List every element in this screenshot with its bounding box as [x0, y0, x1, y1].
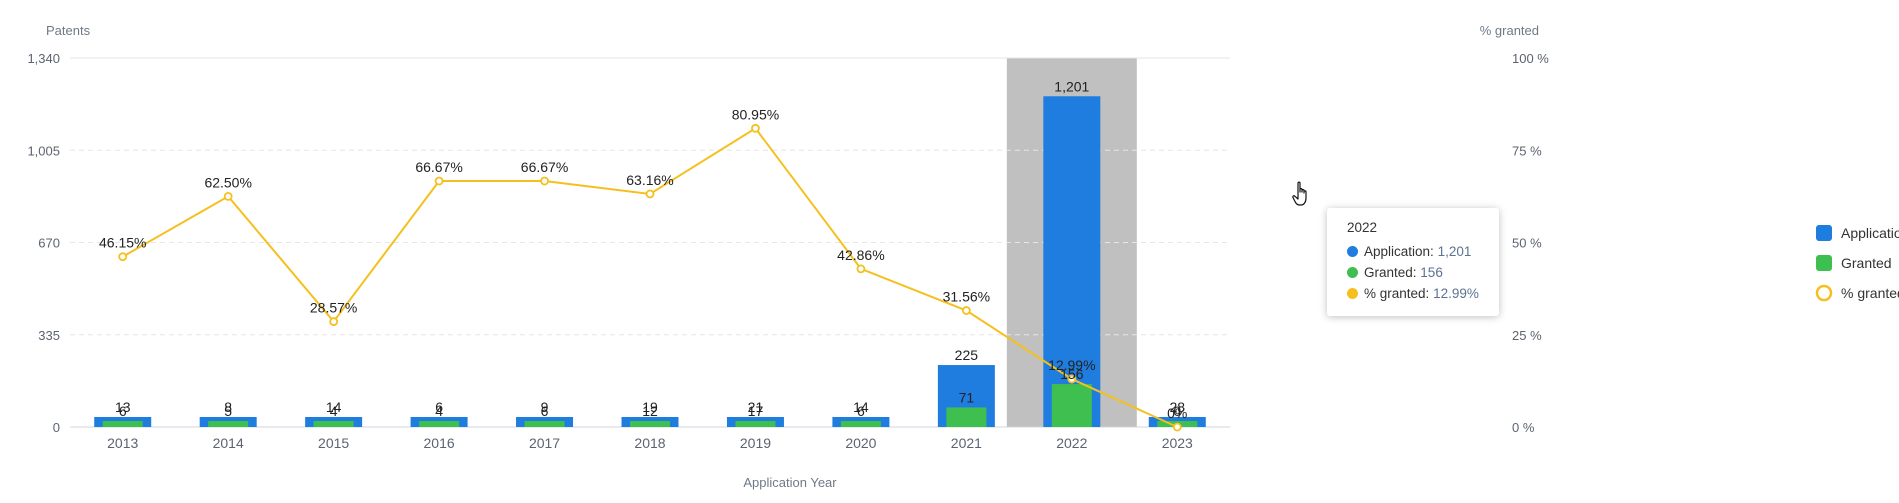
tooltip-title: 2022 — [1347, 220, 1479, 235]
tooltip-row-percent: % granted: 12.99% — [1347, 283, 1479, 304]
data-label-granted: 71 — [959, 389, 975, 405]
y-right-tick-label: 100 % — [1512, 51, 1549, 66]
y-left-tick-label: 1,005 — [27, 143, 60, 158]
data-label-application: 225 — [955, 347, 979, 363]
data-label-percent-granted: 0% — [1167, 405, 1187, 421]
data-label-percent-granted: 28.57% — [310, 300, 357, 316]
y-right-tick-label: 75 % — [1512, 143, 1542, 158]
y-right-axis-title: % granted — [1480, 23, 1539, 38]
point-percent-granted — [647, 190, 654, 197]
data-label-percent-granted: 80.95% — [732, 106, 779, 122]
data-label-percent-granted: 66.67% — [415, 159, 462, 175]
x-tick-label: 2021 — [951, 435, 982, 451]
bar-granted — [735, 421, 775, 427]
point-percent-granted — [225, 193, 232, 200]
bar-granted — [841, 421, 881, 427]
legend-label: Application — [1841, 225, 1899, 241]
y-left-tick-label: 0 — [53, 420, 60, 435]
bar-granted — [630, 421, 670, 427]
data-label-percent-granted: 63.16% — [626, 172, 673, 188]
point-percent-granted — [119, 253, 126, 260]
legend-label: Granted — [1841, 255, 1892, 271]
bar-granted — [103, 421, 143, 427]
data-label-granted: 6 — [857, 403, 865, 419]
bar-granted — [314, 421, 354, 427]
legend-swatch — [1816, 255, 1832, 271]
x-tick-label: 2018 — [634, 435, 665, 451]
y-left-tick-label: 1,340 — [27, 51, 60, 66]
tooltip-dot-percent — [1347, 288, 1358, 299]
data-label-percent-granted: 12.99% — [1048, 357, 1095, 373]
y-left-tick-label: 335 — [38, 328, 60, 343]
x-tick-label: 2016 — [424, 435, 455, 451]
x-tick-label: 2015 — [318, 435, 349, 451]
x-axis-title: Application Year — [743, 475, 837, 490]
data-label-granted: 4 — [330, 403, 338, 419]
bar-granted — [525, 421, 565, 427]
x-tick-label: 2020 — [845, 435, 876, 451]
point-percent-granted — [1174, 424, 1181, 431]
point-percent-granted — [963, 307, 970, 314]
data-label-percent-granted: 66.67% — [521, 159, 568, 175]
y-right-tick-label: 25 % — [1512, 328, 1542, 343]
y-right-tick-label: 50 % — [1512, 236, 1542, 251]
combo-chart: 13814691921142251,2012865446121767115604… — [0, 0, 1899, 503]
x-tick-label: 2023 — [1162, 435, 1193, 451]
tooltip-row-application: Application: 1,201 — [1347, 241, 1479, 262]
bar-granted — [208, 421, 248, 427]
legend-swatch — [1816, 225, 1832, 241]
data-label-percent-granted: 62.50% — [204, 174, 251, 190]
data-label-percent-granted: 42.86% — [837, 247, 884, 263]
data-label-percent-granted: 46.15% — [99, 235, 146, 251]
x-tick-label: 2013 — [107, 435, 138, 451]
tooltip-row-granted: Granted: 156 — [1347, 262, 1479, 283]
data-label-percent-granted: 31.56% — [943, 289, 990, 305]
data-label-application: 1,201 — [1054, 78, 1089, 94]
data-label-granted: 6 — [541, 403, 549, 419]
point-percent-granted — [752, 125, 759, 132]
x-tick-label: 2022 — [1056, 435, 1087, 451]
point-percent-granted — [330, 318, 337, 325]
bar-granted — [419, 421, 459, 427]
y-right-tick-label: 0 % — [1512, 420, 1535, 435]
legend-label: % granted — [1841, 285, 1899, 301]
point-percent-granted — [857, 265, 864, 272]
x-tick-label: 2019 — [740, 435, 771, 451]
data-label-granted: 17 — [748, 403, 764, 419]
tooltip-dot-granted — [1347, 267, 1358, 278]
point-percent-granted — [436, 177, 443, 184]
data-label-granted: 4 — [435, 403, 443, 419]
point-percent-granted — [541, 177, 548, 184]
data-label-granted: 5 — [224, 403, 232, 419]
data-label-granted: 12 — [642, 403, 658, 419]
data-label-granted: 6 — [119, 403, 127, 419]
x-tick-label: 2017 — [529, 435, 560, 451]
bar-granted — [1052, 384, 1092, 427]
bar-granted — [946, 407, 986, 427]
x-tick-label: 2014 — [213, 435, 244, 451]
y-left-axis-title: Patents — [46, 23, 91, 38]
y-left-tick-label: 670 — [38, 236, 60, 251]
tooltip-dot-application — [1347, 246, 1358, 257]
legend-swatch — [1817, 286, 1831, 300]
chart-tooltip: 2022 Application: 1,201 Granted: 156 % g… — [1327, 208, 1499, 316]
hand-pointer-icon — [1292, 181, 1312, 207]
